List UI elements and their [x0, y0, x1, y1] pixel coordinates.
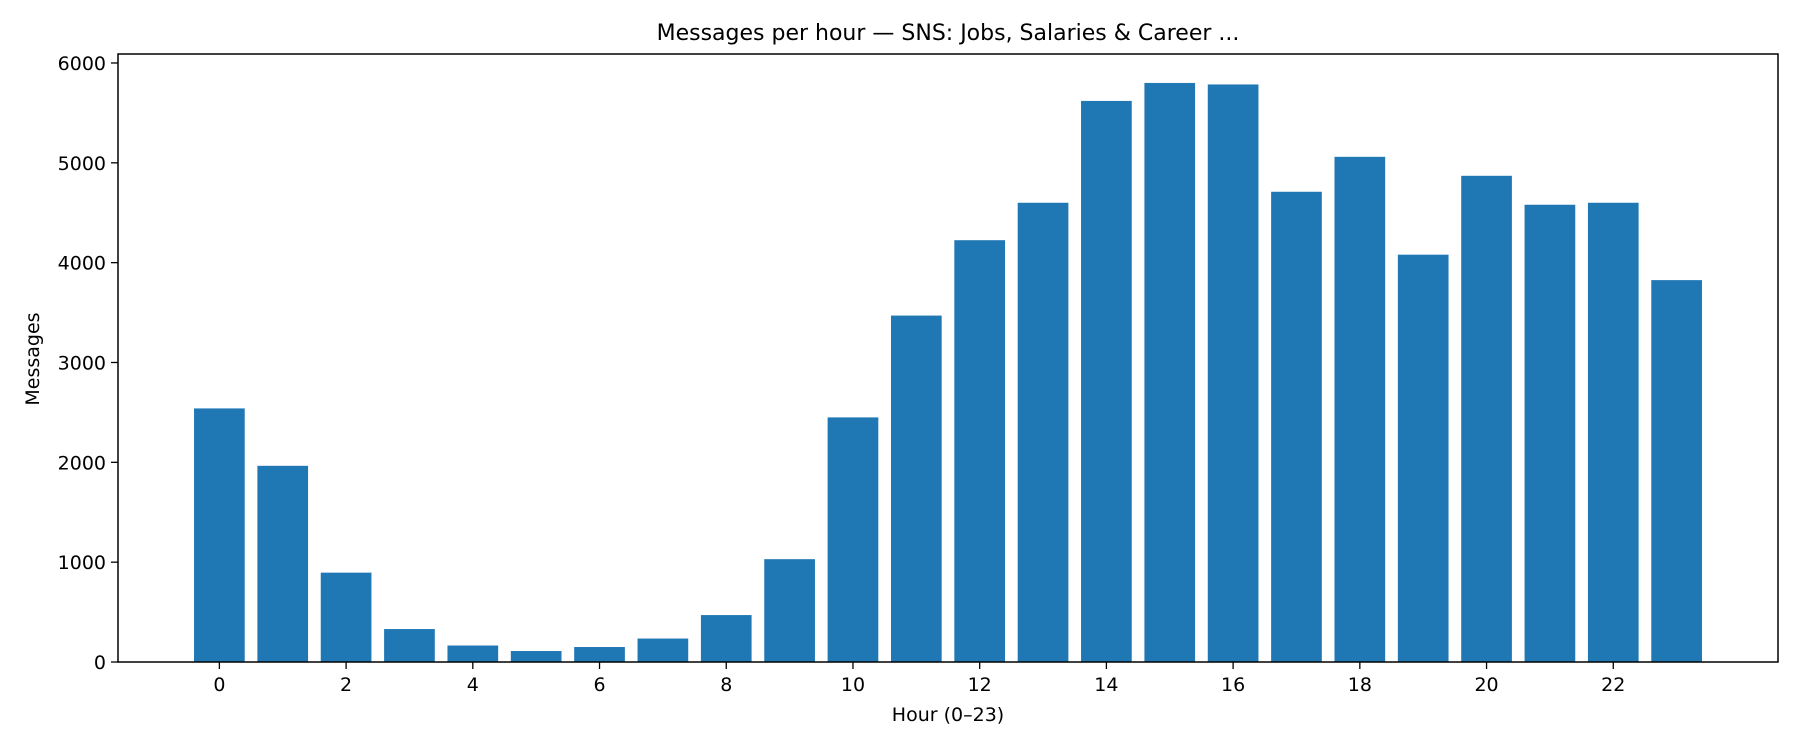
x-tick-label: 10 — [841, 674, 865, 696]
bar-hour-16 — [1207, 84, 1259, 662]
bar-hour-21 — [1524, 204, 1576, 662]
bar-hour-5 — [510, 651, 562, 662]
x-tick-label: 4 — [467, 674, 479, 696]
x-axis-label: Hour (0–23) — [892, 704, 1004, 726]
bar-hour-11 — [890, 315, 942, 662]
bar-hour-15 — [1144, 82, 1196, 662]
bar-hour-2 — [320, 572, 372, 662]
x-tick-label: 16 — [1221, 674, 1245, 696]
bar-hour-17 — [1271, 191, 1322, 663]
bars-group — [194, 82, 1702, 663]
y-axis-ticks: 0 1000 2000 3000 4000 5000 6000 — [58, 53, 118, 674]
y-tick-label: 0 — [94, 652, 106, 674]
bar-hour-13 — [1017, 202, 1069, 662]
bar-hour-0 — [194, 408, 245, 662]
x-tick-label: 2 — [340, 674, 352, 696]
bar-hour-20 — [1461, 175, 1512, 662]
x-tick-label: 0 — [213, 674, 225, 696]
bar-hour-4 — [447, 645, 499, 662]
bar-hour-8 — [700, 615, 752, 662]
bar-hour-10 — [827, 417, 879, 662]
x-tick-label: 12 — [968, 674, 992, 696]
bar-hour-12 — [954, 240, 1006, 662]
bar-hour-18 — [1334, 156, 1386, 662]
x-tick-label: 22 — [1601, 674, 1625, 696]
x-axis-ticks: 0 2 4 6 8 10 12 14 16 18 20 22 — [213, 662, 1625, 696]
x-tick-label: 14 — [1094, 674, 1118, 696]
plot-frame — [117, 53, 1779, 663]
bar-hour-1 — [257, 465, 309, 662]
x-tick-label: 8 — [720, 674, 732, 696]
y-tick-label: 1000 — [58, 552, 106, 574]
y-tick-label: 4000 — [58, 253, 106, 275]
y-tick-label: 5000 — [58, 153, 106, 175]
y-tick-label: 2000 — [58, 452, 106, 474]
x-tick-label: 20 — [1474, 674, 1498, 696]
bar-hour-23 — [1651, 280, 1702, 662]
x-tick-label: 6 — [593, 674, 605, 696]
y-tick-label: 3000 — [58, 352, 106, 374]
bar-hour-19 — [1397, 254, 1449, 662]
y-axis-label: Messages — [22, 312, 44, 405]
bar-hour-9 — [764, 559, 815, 662]
bar-hour-3 — [384, 629, 435, 662]
bar-hour-22 — [1587, 202, 1639, 662]
bar-hour-6 — [574, 647, 625, 662]
bar-hour-14 — [1081, 100, 1132, 662]
chart-title: Messages per hour — SNS: Jobs, Salaries … — [657, 21, 1240, 46]
y-tick-label: 6000 — [58, 53, 106, 75]
x-tick-label: 18 — [1348, 674, 1372, 696]
bar-hour-7 — [637, 638, 689, 662]
